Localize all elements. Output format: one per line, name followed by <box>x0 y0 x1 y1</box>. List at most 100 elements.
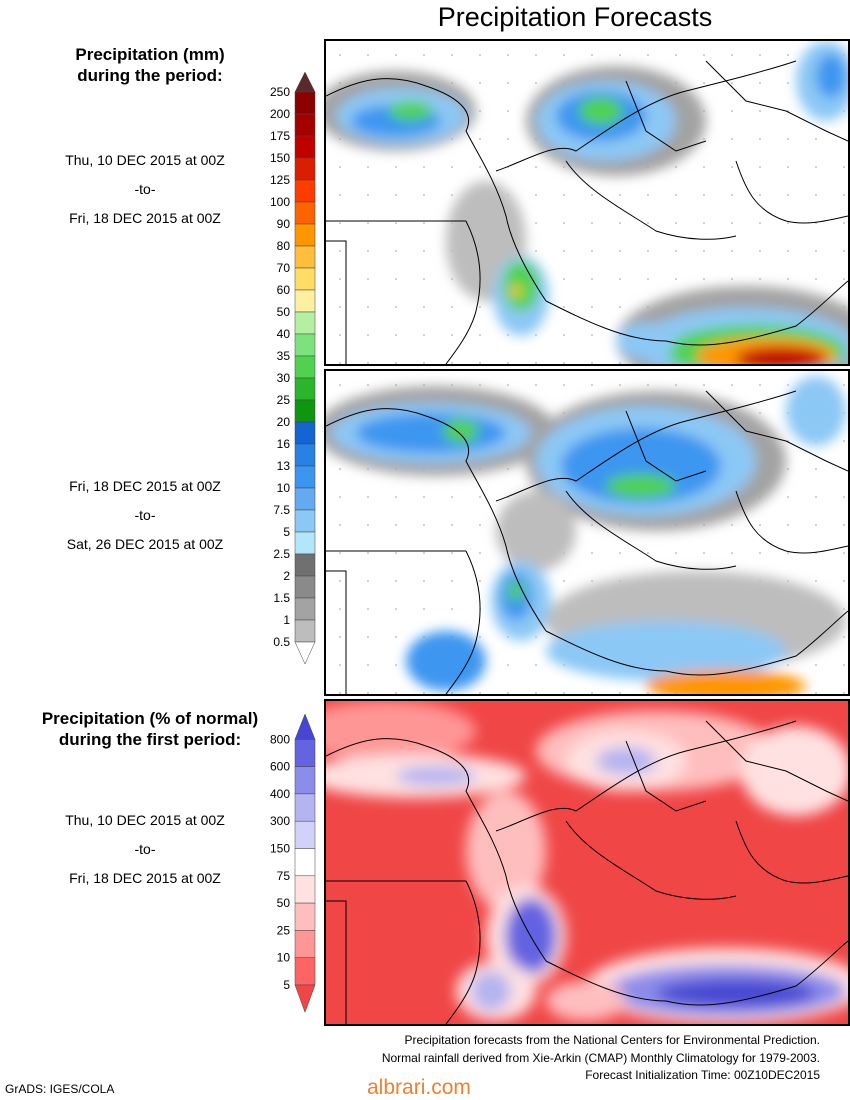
period1-sep: -to- <box>134 181 156 197</box>
mm-colorbar-tick-label: 0.5 <box>273 635 290 649</box>
mm-colorbar-tick-label: 90 <box>277 217 291 231</box>
pct-heading-line2: during the first period: <box>58 730 242 749</box>
period3-label: Thu, 10 DEC 2015 at 00Z -to- Fri, 18 DEC… <box>0 806 290 893</box>
pct-colorbar-tick-label: 5 <box>283 978 290 992</box>
mm-colorbar-tick-label: 2 <box>283 569 290 583</box>
precip-mm-colorbar: 2502001751501251009080706050403530252016… <box>270 71 316 665</box>
pct-colorbar-swatch <box>294 848 316 877</box>
mm-colorbar-bottom-arrow <box>294 641 316 665</box>
footnote: Precipitation forecasts from the Nationa… <box>382 1032 820 1085</box>
mm-colorbar-tick-label: 20 <box>277 415 291 429</box>
precip-map-period1 <box>324 39 850 366</box>
mm-colorbar-tick-label: 5 <box>283 525 290 539</box>
precip-map-period2 <box>324 369 850 696</box>
mm-colorbar-swatch <box>294 597 316 621</box>
mm-colorbar-swatch <box>294 399 316 423</box>
mm-colorbar-swatch <box>294 333 316 357</box>
mm-heading: Precipitation (mm) during the period: <box>5 44 295 86</box>
mm-colorbar-swatch <box>294 465 316 489</box>
mm-colorbar-swatch <box>294 509 316 533</box>
mm-colorbar-tick-label: 60 <box>277 283 291 297</box>
mm-colorbar-swatch <box>294 223 316 247</box>
page-title: Precipitation Forecasts <box>437 2 713 32</box>
period1-start: Thu, 10 DEC 2015 at 00Z <box>65 152 225 168</box>
pct-colorbar-tick-label: 10 <box>277 951 291 965</box>
pct-heading-line1: Precipitation (% of normal) <box>41 709 259 728</box>
mm-colorbar-tick-label: 250 <box>270 85 290 99</box>
mm-colorbar-tick-label: 1 <box>283 613 290 627</box>
mm-colorbar-tick-label: 70 <box>277 261 291 275</box>
pct-colorbar-tick-label: 400 <box>270 787 290 801</box>
pct-colorbar-tick-label: 800 <box>270 732 290 746</box>
mm-colorbar-tick-label: 2.5 <box>273 547 290 561</box>
mm-colorbar-tick-label: 50 <box>277 305 291 319</box>
pct-colorbar-tick-label: 150 <box>270 842 290 856</box>
mm-colorbar-tick-label: 25 <box>277 393 291 407</box>
period1-label: Thu, 10 DEC 2015 at 00Z -to- Fri, 18 DEC… <box>0 146 290 233</box>
mm-colorbar-swatch <box>294 311 316 335</box>
mm-colorbar-tick-label: 150 <box>270 151 290 165</box>
mm-colorbar-swatch <box>294 113 316 137</box>
mm-colorbar-swatch <box>294 355 316 379</box>
pct-heading: Precipitation (% of normal) during the f… <box>5 708 295 750</box>
mm-colorbar-tick-label: 13 <box>277 459 291 473</box>
period2-sep: -to- <box>134 507 156 523</box>
mm-colorbar-swatch <box>294 157 316 181</box>
pct-colorbar-tick-label: 75 <box>277 869 291 883</box>
mm-colorbar-tick-label: 7.5 <box>273 503 290 517</box>
mm-colorbar-tick-label: 175 <box>270 129 290 143</box>
mm-colorbar-swatch <box>294 575 316 599</box>
pct-colorbar-tick-label: 600 <box>270 760 290 774</box>
grads-credit: GrADS: IGES/COLA <box>5 1082 115 1096</box>
pct-colorbar-swatch <box>294 930 316 958</box>
mm-colorbar-swatch <box>294 179 316 203</box>
mm-heading-line2: during the period: <box>77 66 223 85</box>
mm-colorbar-tick-label: 35 <box>277 349 291 363</box>
mm-colorbar-tick-label: 125 <box>270 173 290 187</box>
mm-colorbar-swatch <box>294 421 316 445</box>
pct-colorbar-tick-label: 300 <box>270 814 290 828</box>
pct-colorbar-swatch <box>294 957 316 986</box>
mm-colorbar-tick-label: 100 <box>270 195 290 209</box>
mm-colorbar-swatch <box>294 91 316 115</box>
period1-end: Fri, 18 DEC 2015 at 00Z <box>69 210 221 226</box>
pct-colorbar-bottom-arrow <box>294 984 316 1014</box>
period2-start: Fri, 18 DEC 2015 at 00Z <box>69 478 221 494</box>
watermark[interactable]: albrari.com <box>367 1076 471 1099</box>
precip-percent-map <box>324 699 850 1026</box>
mm-colorbar-swatch <box>294 531 316 555</box>
mm-colorbar-swatch <box>294 289 316 313</box>
footnote-line2: Normal rainfall derived from Xie-Arkin (… <box>381 1050 820 1065</box>
pct-colorbar-swatch <box>294 793 316 822</box>
footnote-line1: Precipitation forecasts from the Nationa… <box>404 1033 820 1047</box>
mm-colorbar-tick-label: 30 <box>277 371 291 385</box>
mm-colorbar-swatch <box>294 553 316 577</box>
mm-heading-line1: Precipitation (mm) <box>75 45 225 64</box>
mm-colorbar-swatch <box>294 201 316 225</box>
mm-colorbar-swatch <box>294 619 316 643</box>
pct-colorbar-swatch <box>294 902 316 931</box>
mm-colorbar-tick-label: 10 <box>277 481 291 495</box>
period3-end: Fri, 18 DEC 2015 at 00Z <box>69 870 221 886</box>
mm-colorbar-tick-label: 16 <box>277 437 291 451</box>
mm-colorbar-swatch <box>294 377 316 401</box>
mm-colorbar-top-arrow <box>294 71 316 93</box>
mm-colorbar-swatch <box>294 245 316 269</box>
footnote-line3: Forecast Initialization Time: 00Z10DEC20… <box>585 1068 820 1082</box>
period2-end: Sat, 26 DEC 2015 at 00Z <box>66 536 224 552</box>
pct-colorbar-swatch <box>294 820 316 849</box>
pct-colorbar-tick-label: 25 <box>277 923 291 937</box>
pct-colorbar-top-arrow <box>294 713 316 740</box>
mm-colorbar-swatch <box>294 267 316 291</box>
period3-sep: -to- <box>134 841 156 857</box>
mm-colorbar-tick-label: 200 <box>270 107 290 121</box>
pct-colorbar-swatch <box>294 739 316 767</box>
pct-colorbar-tick-label: 50 <box>277 896 291 910</box>
precip-pct-colorbar: 800 600 400 300 150 75 50 25 10 5 <box>270 713 316 1014</box>
pct-colorbar-swatch <box>294 875 316 904</box>
mm-colorbar-swatch <box>294 487 316 511</box>
period2-label: Fri, 18 DEC 2015 at 00Z -to- Sat, 26 DEC… <box>0 472 290 559</box>
mm-colorbar-tick-label: 80 <box>277 239 291 253</box>
pct-colorbar-swatch <box>294 766 316 795</box>
mm-colorbar-tick-label: 1.5 <box>273 591 290 605</box>
